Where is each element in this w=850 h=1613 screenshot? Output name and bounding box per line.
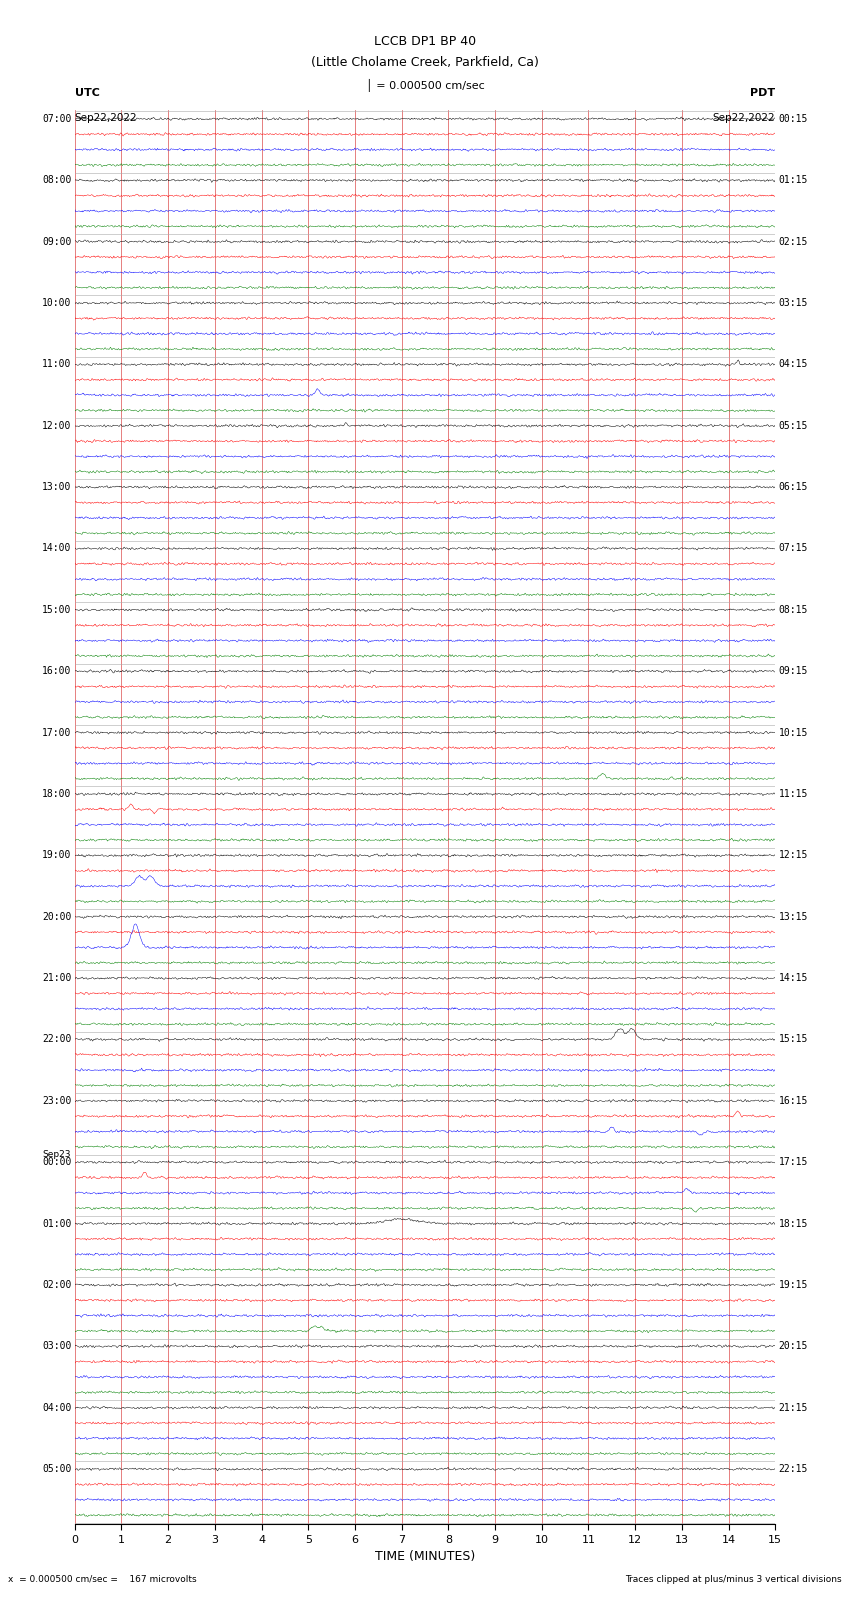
Text: 14:00: 14:00 bbox=[42, 544, 71, 553]
Text: 09:15: 09:15 bbox=[779, 666, 808, 676]
Text: 05:15: 05:15 bbox=[779, 421, 808, 431]
Text: 07:00: 07:00 bbox=[42, 115, 71, 124]
Text: (Little Cholame Creek, Parkfield, Ca): (Little Cholame Creek, Parkfield, Ca) bbox=[311, 56, 539, 69]
Text: 09:00: 09:00 bbox=[42, 237, 71, 247]
Text: 00:15: 00:15 bbox=[779, 115, 808, 124]
Text: 10:00: 10:00 bbox=[42, 298, 71, 308]
Text: 15:15: 15:15 bbox=[779, 1034, 808, 1045]
Text: 19:00: 19:00 bbox=[42, 850, 71, 860]
Text: 18:00: 18:00 bbox=[42, 789, 71, 798]
Text: LCCB DP1 BP 40: LCCB DP1 BP 40 bbox=[374, 35, 476, 48]
Text: 23:00: 23:00 bbox=[42, 1095, 71, 1107]
Text: 15:00: 15:00 bbox=[42, 605, 71, 615]
Text: Traces clipped at plus/minus 3 vertical divisions: Traces clipped at plus/minus 3 vertical … bbox=[625, 1574, 842, 1584]
Text: 21:15: 21:15 bbox=[779, 1403, 808, 1413]
Text: UTC: UTC bbox=[75, 89, 99, 98]
Text: 00:00: 00:00 bbox=[42, 1157, 71, 1168]
Text: Sep22,2022: Sep22,2022 bbox=[712, 113, 775, 123]
Text: 22:00: 22:00 bbox=[42, 1034, 71, 1045]
Text: 02:00: 02:00 bbox=[42, 1281, 71, 1290]
X-axis label: TIME (MINUTES): TIME (MINUTES) bbox=[375, 1550, 475, 1563]
Text: 18:15: 18:15 bbox=[779, 1218, 808, 1229]
Text: 19:15: 19:15 bbox=[779, 1281, 808, 1290]
Text: 02:15: 02:15 bbox=[779, 237, 808, 247]
Text: 20:15: 20:15 bbox=[779, 1342, 808, 1352]
Text: 04:00: 04:00 bbox=[42, 1403, 71, 1413]
Text: │ = 0.000500 cm/sec: │ = 0.000500 cm/sec bbox=[366, 79, 484, 92]
Text: Sep23: Sep23 bbox=[42, 1150, 71, 1160]
Text: 08:15: 08:15 bbox=[779, 605, 808, 615]
Text: 12:00: 12:00 bbox=[42, 421, 71, 431]
Text: 11:15: 11:15 bbox=[779, 789, 808, 798]
Text: 21:00: 21:00 bbox=[42, 973, 71, 982]
Text: 12:15: 12:15 bbox=[779, 850, 808, 860]
Text: 17:00: 17:00 bbox=[42, 727, 71, 737]
Text: 20:00: 20:00 bbox=[42, 911, 71, 921]
Text: 13:00: 13:00 bbox=[42, 482, 71, 492]
Text: 17:15: 17:15 bbox=[779, 1157, 808, 1168]
Text: 08:00: 08:00 bbox=[42, 176, 71, 185]
Text: 07:15: 07:15 bbox=[779, 544, 808, 553]
Text: 14:15: 14:15 bbox=[779, 973, 808, 982]
Text: 03:15: 03:15 bbox=[779, 298, 808, 308]
Text: x  = 0.000500 cm/sec =    167 microvolts: x = 0.000500 cm/sec = 167 microvolts bbox=[8, 1574, 197, 1584]
Text: 13:15: 13:15 bbox=[779, 911, 808, 921]
Text: 06:15: 06:15 bbox=[779, 482, 808, 492]
Text: Sep22,2022: Sep22,2022 bbox=[75, 113, 138, 123]
Text: 10:15: 10:15 bbox=[779, 727, 808, 737]
Text: 01:15: 01:15 bbox=[779, 176, 808, 185]
Text: 03:00: 03:00 bbox=[42, 1342, 71, 1352]
Text: 04:15: 04:15 bbox=[779, 360, 808, 369]
Text: 22:15: 22:15 bbox=[779, 1465, 808, 1474]
Text: 16:15: 16:15 bbox=[779, 1095, 808, 1107]
Text: 01:00: 01:00 bbox=[42, 1218, 71, 1229]
Text: 05:00: 05:00 bbox=[42, 1465, 71, 1474]
Text: 11:00: 11:00 bbox=[42, 360, 71, 369]
Text: 16:00: 16:00 bbox=[42, 666, 71, 676]
Text: PDT: PDT bbox=[750, 89, 775, 98]
